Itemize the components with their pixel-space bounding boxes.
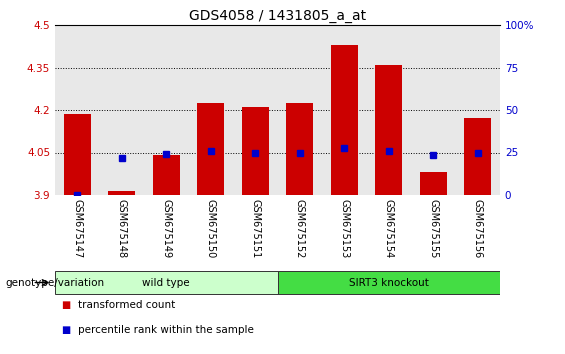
Text: SIRT3 knockout: SIRT3 knockout (349, 278, 429, 287)
Text: GSM675154: GSM675154 (384, 199, 394, 258)
Bar (277, 271, 500, 294)
Text: GSM675148: GSM675148 (117, 199, 127, 258)
Text: transformed count: transformed count (77, 300, 175, 310)
Text: GSM675153: GSM675153 (339, 199, 349, 258)
Bar (331, 45, 358, 195)
Bar (286, 103, 313, 195)
Text: ■: ■ (60, 325, 70, 335)
Text: genotype/variation: genotype/variation (6, 278, 105, 287)
Bar (375, 65, 402, 195)
Bar (153, 155, 180, 195)
Bar (197, 103, 224, 195)
Text: GSM675155: GSM675155 (428, 199, 438, 258)
Text: wild type: wild type (142, 278, 190, 287)
Text: percentile rank within the sample: percentile rank within the sample (77, 325, 254, 335)
Bar (108, 191, 135, 195)
Bar (420, 172, 446, 195)
Bar (64, 114, 90, 195)
Title: GDS4058 / 1431805_a_at: GDS4058 / 1431805_a_at (189, 8, 366, 23)
Text: ■: ■ (60, 300, 70, 310)
Text: GSM675152: GSM675152 (295, 199, 305, 258)
Bar (55, 271, 277, 294)
Bar (464, 119, 491, 195)
Text: GSM675149: GSM675149 (161, 199, 171, 258)
Bar (242, 107, 268, 195)
Text: GSM675151: GSM675151 (250, 199, 260, 258)
Text: GSM675156: GSM675156 (473, 199, 483, 258)
Text: GSM675147: GSM675147 (72, 199, 82, 258)
Text: GSM675150: GSM675150 (206, 199, 216, 258)
